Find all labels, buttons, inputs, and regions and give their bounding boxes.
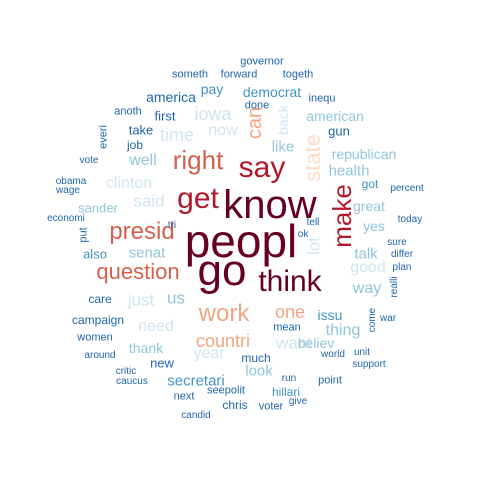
word-chris: chris: [222, 399, 247, 411]
word-can: can: [245, 107, 265, 139]
word-support: support: [352, 360, 385, 370]
word-put: put: [79, 227, 90, 242]
word-question: question: [96, 261, 179, 283]
word-way: way: [353, 281, 381, 297]
word-run: run: [282, 374, 296, 384]
word-give: give: [289, 397, 307, 407]
word-done: done: [245, 101, 269, 112]
word-thank: thank: [129, 341, 163, 355]
word-world: world: [321, 350, 345, 360]
word-anoth: anoth: [114, 107, 142, 118]
word-yes: yes: [363, 219, 385, 233]
word-iowa: iowa: [194, 105, 231, 123]
word-time: time: [160, 126, 194, 144]
word-go: go: [198, 249, 247, 293]
word-someth: someth: [172, 70, 208, 81]
word-also: also: [83, 248, 107, 261]
word-togeth: togeth: [283, 70, 314, 81]
word-clinton: clinton: [106, 176, 152, 192]
word-get: get: [177, 184, 219, 214]
word-point: point: [318, 376, 342, 387]
word-take: take: [129, 124, 154, 137]
word-ok: ok: [298, 230, 309, 240]
word-much: much: [241, 352, 270, 364]
word-caucus: caucus: [116, 377, 148, 387]
word-talk: talk: [354, 247, 377, 262]
word-american: american: [306, 109, 364, 123]
word-voter: voter: [259, 402, 283, 413]
word-everi: everi: [99, 125, 110, 149]
word-make: make: [329, 184, 355, 248]
word-republican: republican: [332, 147, 397, 161]
word-differ: differ: [391, 250, 413, 260]
word-war: war: [380, 314, 396, 324]
word-economi: economi: [47, 214, 85, 224]
word-need: need: [138, 319, 174, 335]
word-women: women: [77, 333, 112, 344]
word-know: know: [223, 185, 316, 225]
word-said: said: [133, 193, 164, 210]
word-pay: pay: [201, 82, 224, 96]
word-senat: senat: [129, 246, 166, 261]
word-issu: issu: [318, 308, 343, 322]
word-sure: sure: [387, 238, 406, 248]
word-vote: vote: [80, 156, 99, 166]
word-back: back: [276, 105, 290, 135]
word-work: work: [199, 302, 250, 326]
word-presid: presid: [109, 220, 174, 244]
word-today: today: [398, 215, 422, 225]
word-unit: unit: [354, 348, 370, 358]
word-next: next: [174, 392, 195, 403]
word-democrat: democrat: [243, 85, 301, 99]
word-us: us: [167, 290, 185, 307]
word-right: right: [173, 147, 224, 173]
word-mean: mean: [273, 323, 301, 334]
word-come: come: [368, 308, 378, 332]
word-think: think: [258, 267, 321, 297]
word-tri: tri: [168, 221, 176, 231]
word-now: now: [208, 123, 237, 139]
word-wage: wage: [56, 186, 80, 196]
word-believ: believ: [298, 336, 335, 350]
word-just: just: [128, 292, 154, 309]
word-gun: gun: [328, 125, 350, 138]
word-one: one: [275, 303, 305, 321]
word-look: look: [245, 364, 273, 379]
word-realli: realli: [390, 276, 400, 297]
word-well: well: [129, 153, 157, 169]
word-job: job: [127, 139, 143, 151]
word-percent: percent: [390, 184, 423, 194]
word-got: got: [362, 178, 379, 190]
word-governor: governor: [240, 57, 283, 68]
word-inequ: inequ: [309, 94, 336, 105]
word-tell: tell: [307, 218, 320, 228]
word-first: first: [155, 110, 176, 123]
word-say: say: [239, 153, 286, 183]
word-forward: forward: [221, 70, 258, 81]
word-campaign: campaign: [72, 314, 124, 326]
word-state: state: [302, 134, 324, 182]
word-seepolit: seepolit: [207, 386, 245, 397]
word-around: around: [84, 351, 115, 361]
word-america: america: [146, 90, 196, 104]
word-candid: candid: [181, 411, 210, 421]
word-new: new: [150, 357, 174, 370]
word-year: year: [193, 346, 224, 362]
word-plan: plan: [393, 263, 412, 273]
word-care: care: [88, 293, 111, 305]
word-great: great: [353, 199, 385, 213]
word-like: like: [272, 140, 295, 155]
